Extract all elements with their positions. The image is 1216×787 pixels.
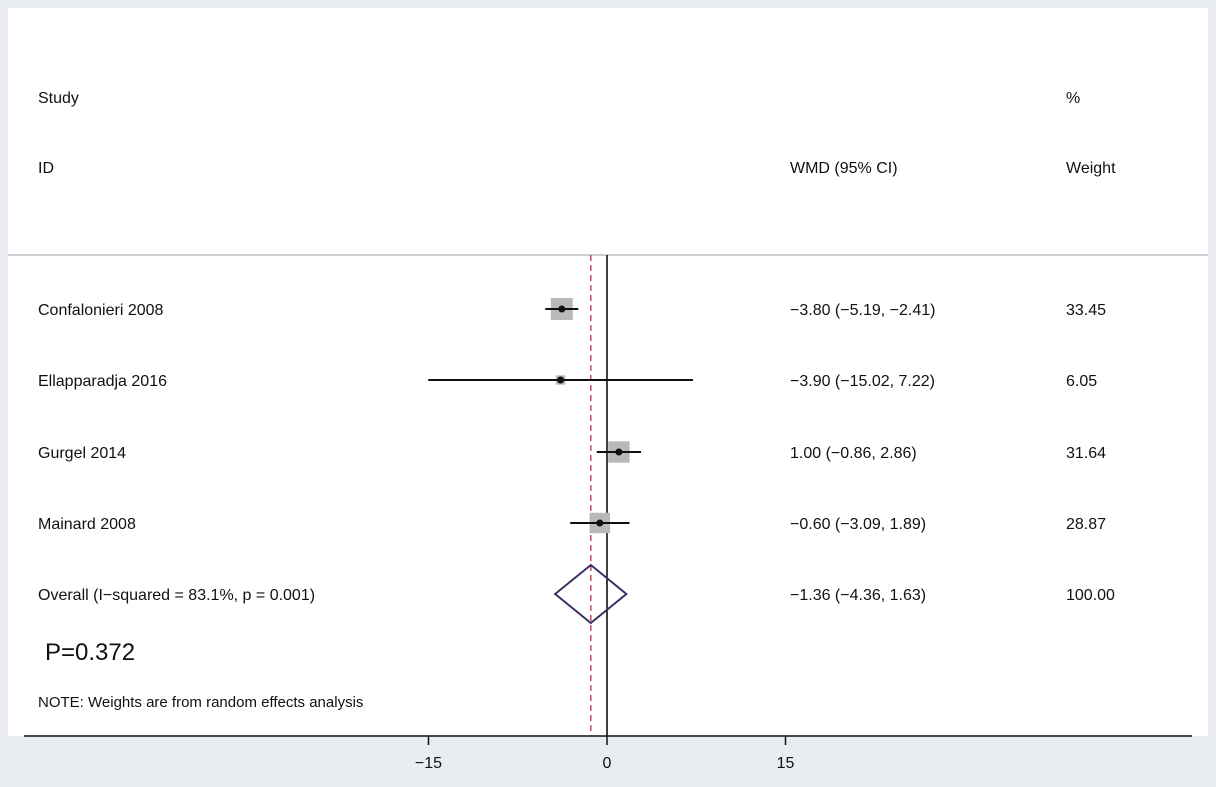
x-tick-label: 15 (777, 755, 795, 772)
study-id-label: Confalonieri 2008 (38, 302, 164, 319)
weight-header: Weight (1066, 160, 1116, 177)
study-ci-text: −0.60 (−3.09, 1.89) (790, 516, 926, 533)
study-ci-text: −3.90 (−15.02, 7.22) (790, 373, 935, 390)
percent-header: % (1066, 90, 1080, 107)
id-header: ID (38, 160, 54, 177)
study-point (596, 519, 604, 527)
x-tick-label: −15 (415, 755, 442, 772)
overall-diamond (553, 563, 628, 625)
study-id-label: Ellapparadja 2016 (38, 373, 167, 390)
forest-marks: Confalonieri 2008 −3.80 (−5.19, −2.41) 33.… (38, 255, 1115, 772)
weights-note: NOTE: Weights are from random effects an… (38, 694, 363, 711)
plot-panel (8, 8, 1208, 736)
overall-ci-text: −1.36 (−4.36, 1.63) (790, 587, 926, 604)
x-tick-label: 0 (603, 755, 612, 772)
study-weight-text: 33.45 (1066, 302, 1106, 319)
study-point (557, 376, 565, 384)
study-weight-text: 6.05 (1066, 373, 1097, 390)
effect-header: WMD (95% CI) (790, 160, 898, 177)
study-header: Study (38, 90, 79, 107)
study-weight-text: 28.87 (1066, 516, 1106, 533)
study-id-label: Mainard 2008 (38, 516, 136, 533)
study-weight-text: 31.64 (1066, 445, 1106, 462)
study-ci-text: 1.00 (−0.86, 2.86) (790, 445, 917, 462)
study-ci-text: −3.80 (−5.19, −2.41) (790, 302, 935, 319)
overall-label: Overall (I−squared = 83.1%, p = 0.001) (38, 587, 315, 604)
study-point (558, 305, 566, 313)
overall-weight-text: 100.00 (1066, 587, 1115, 604)
study-point (615, 448, 623, 456)
study-id-label: Gurgel 2014 (38, 445, 126, 462)
p-value-label: P=0.372 (45, 639, 135, 666)
